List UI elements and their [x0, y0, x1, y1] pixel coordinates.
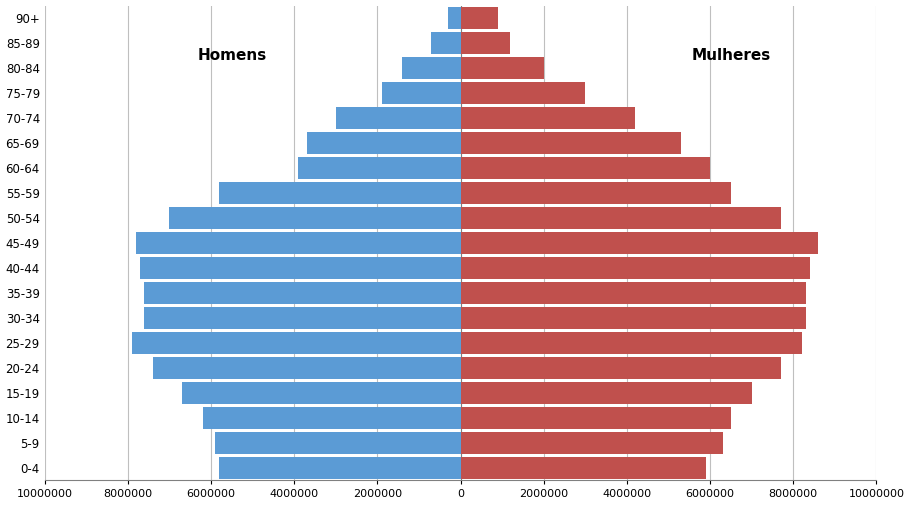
Bar: [460, 458, 706, 479]
Bar: [460, 208, 781, 229]
Bar: [132, 332, 460, 354]
Bar: [381, 82, 460, 104]
Bar: [145, 282, 460, 304]
Bar: [460, 308, 805, 329]
Bar: [460, 108, 635, 129]
Bar: [140, 258, 460, 279]
Bar: [145, 308, 460, 329]
Bar: [219, 182, 460, 204]
Bar: [460, 408, 731, 429]
Bar: [215, 432, 460, 453]
Bar: [460, 332, 802, 354]
Bar: [460, 82, 585, 104]
Bar: [460, 182, 731, 204]
Bar: [153, 358, 460, 379]
Bar: [431, 32, 460, 54]
Text: Mulheres: Mulheres: [692, 48, 771, 63]
Bar: [460, 32, 511, 54]
Bar: [169, 208, 460, 229]
Bar: [460, 258, 810, 279]
Bar: [460, 158, 710, 179]
Bar: [307, 132, 460, 154]
Bar: [336, 108, 460, 129]
Bar: [460, 58, 544, 79]
Bar: [460, 432, 723, 453]
Bar: [460, 8, 498, 29]
Bar: [136, 232, 460, 254]
Bar: [182, 382, 460, 403]
Bar: [203, 408, 460, 429]
Bar: [460, 382, 752, 403]
Bar: [402, 58, 460, 79]
Bar: [219, 458, 460, 479]
Bar: [448, 8, 460, 29]
Bar: [460, 282, 805, 304]
Text: Homens: Homens: [197, 48, 267, 63]
Bar: [460, 132, 681, 154]
Bar: [460, 232, 818, 254]
Bar: [460, 358, 781, 379]
Bar: [298, 158, 460, 179]
